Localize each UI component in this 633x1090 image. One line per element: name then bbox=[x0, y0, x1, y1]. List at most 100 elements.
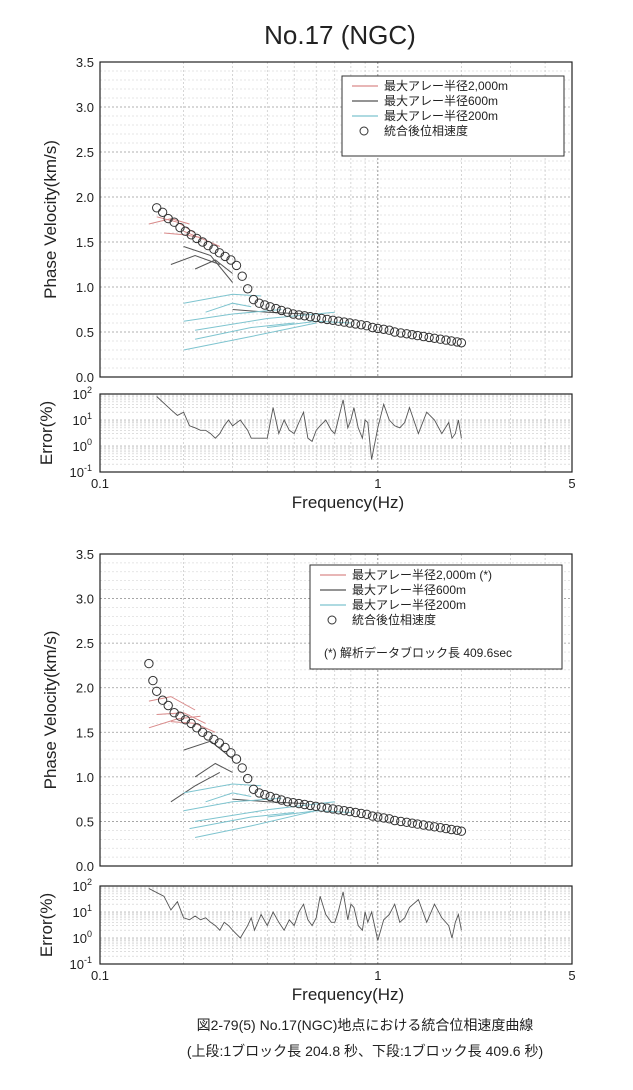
plot-frame bbox=[99, 885, 573, 965]
data-point-marker bbox=[390, 815, 400, 826]
x-axis-label: Frequency(Hz) bbox=[292, 985, 404, 1004]
data-point-marker bbox=[305, 800, 315, 811]
data-point-marker bbox=[345, 318, 355, 328]
data-point-marker bbox=[452, 825, 462, 835]
data-point-marker bbox=[373, 323, 383, 334]
data-point-marker bbox=[322, 803, 332, 813]
data-point-marker bbox=[441, 823, 451, 834]
y-tick-label: 1.0 bbox=[76, 280, 94, 295]
data-point-marker bbox=[373, 812, 383, 822]
data-point-marker bbox=[441, 335, 451, 345]
y-tick-label: 1.0 bbox=[76, 770, 94, 785]
data-point-marker bbox=[265, 791, 275, 802]
data-point-marker bbox=[396, 816, 406, 827]
series-line-segment bbox=[156, 712, 206, 724]
data-point-marker bbox=[333, 805, 344, 815]
data-point-marker bbox=[339, 806, 349, 816]
series-line-segment bbox=[195, 311, 335, 331]
data-point-marker bbox=[379, 813, 389, 823]
legend-entry-label: 最大アレー半径200m bbox=[384, 109, 498, 123]
legend-entry-label: 統合後位相速度 bbox=[384, 123, 468, 138]
data-point-marker bbox=[294, 798, 304, 809]
series-line-segment bbox=[205, 792, 252, 803]
series-group bbox=[148, 203, 467, 351]
data-point-marker bbox=[379, 324, 389, 334]
data-point-marker bbox=[282, 797, 293, 807]
data-point-marker bbox=[271, 303, 281, 314]
data-point-marker bbox=[220, 742, 230, 753]
data-point-marker bbox=[429, 822, 440, 832]
data-point-marker bbox=[144, 658, 154, 669]
y-axis-label: Phase Velocity(km/s) bbox=[41, 140, 60, 299]
data-point-marker bbox=[446, 824, 457, 835]
data-point-marker bbox=[412, 330, 423, 341]
data-point-marker bbox=[243, 284, 253, 294]
series-group bbox=[148, 888, 462, 941]
y-tick-label: 1.5 bbox=[76, 725, 94, 740]
data-point-marker bbox=[424, 332, 434, 343]
y-tick-label: 3.5 bbox=[76, 55, 94, 70]
legend-entry-label: 最大アレー半径2,000m bbox=[384, 79, 508, 93]
y-tick-label: 3.0 bbox=[76, 592, 94, 607]
page-title: No.17 (NGC) bbox=[264, 20, 416, 50]
y-tick-label: 0.5 bbox=[76, 325, 94, 340]
data-point-marker bbox=[316, 313, 327, 324]
data-point-marker bbox=[407, 330, 417, 340]
data-point-marker bbox=[299, 799, 310, 810]
data-point-marker bbox=[356, 808, 366, 819]
series-line-segment bbox=[148, 218, 190, 225]
series-line-segment bbox=[183, 797, 282, 812]
data-point-marker bbox=[418, 820, 429, 830]
data-point-marker bbox=[446, 336, 457, 346]
data-point-marker bbox=[322, 314, 332, 325]
data-point-marker bbox=[271, 793, 281, 803]
data-point-marker bbox=[316, 802, 327, 812]
series-line-segment bbox=[232, 798, 306, 805]
y-tick-label: 2.0 bbox=[76, 681, 94, 696]
y-tick-label: 101 bbox=[73, 903, 92, 920]
data-point-marker bbox=[148, 675, 158, 686]
series-line-segment bbox=[183, 230, 221, 247]
series-line-segment bbox=[148, 715, 201, 729]
data-point-marker bbox=[367, 811, 378, 821]
legend-note: (*) 解析データブロック長 409.6sec bbox=[324, 645, 512, 660]
data-point-marker bbox=[169, 217, 179, 227]
data-point-marker bbox=[384, 325, 394, 335]
data-point-marker bbox=[311, 801, 321, 811]
y-tick-label: 0.0 bbox=[76, 370, 94, 385]
data-point-marker bbox=[424, 821, 434, 831]
legend-box bbox=[309, 564, 563, 670]
y-tick-label: 102 bbox=[73, 877, 92, 894]
series-line-segment bbox=[183, 309, 282, 322]
x-tick-label: 0.1 bbox=[91, 476, 109, 491]
error-series-line bbox=[148, 888, 462, 941]
x-tick-label: 1 bbox=[374, 476, 381, 491]
data-point-marker bbox=[192, 723, 202, 733]
plot-frame bbox=[99, 553, 573, 867]
data-point-marker bbox=[157, 695, 168, 705]
data-point-marker bbox=[452, 337, 462, 347]
data-point-marker bbox=[328, 315, 338, 325]
data-point-marker bbox=[456, 826, 467, 836]
series-line-segment bbox=[194, 259, 233, 274]
x-tick-label: 0.1 bbox=[91, 968, 109, 983]
data-point-marker bbox=[418, 331, 429, 342]
data-point-marker bbox=[402, 817, 412, 827]
y-tick-label: 3.5 bbox=[76, 547, 94, 562]
data-point-marker bbox=[350, 807, 361, 818]
data-point-marker bbox=[435, 823, 446, 833]
data-point-marker bbox=[294, 310, 304, 320]
y-axis-label: Error(%) bbox=[37, 893, 56, 957]
y-tick-label: 100 bbox=[73, 437, 92, 454]
data-point-marker bbox=[333, 316, 344, 326]
data-point-marker bbox=[328, 804, 338, 814]
data-point-marker bbox=[163, 700, 173, 711]
y-tick-label: 101 bbox=[73, 411, 92, 428]
series-line-segment bbox=[267, 320, 351, 328]
series-line-segment bbox=[170, 771, 221, 803]
data-point-marker bbox=[282, 307, 293, 317]
data-point-marker bbox=[276, 795, 287, 805]
error-series-line bbox=[156, 396, 462, 460]
